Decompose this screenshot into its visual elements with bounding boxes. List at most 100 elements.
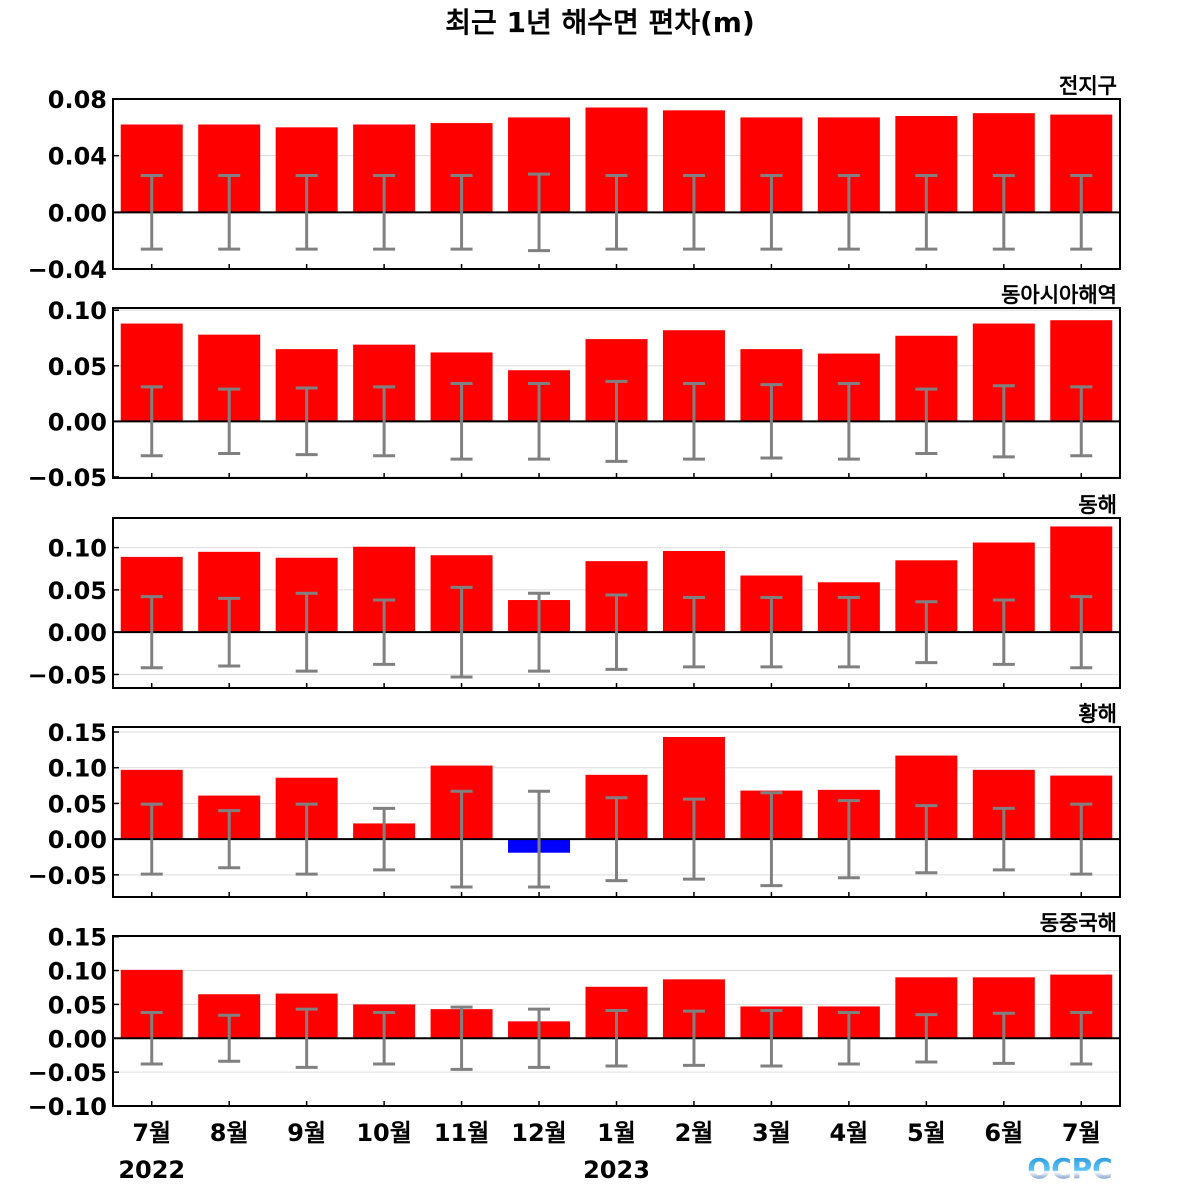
panel-1: −0.05 0.00 0.05 0.10 동아시아해역 [28,283,1121,492]
error-bar [605,593,628,671]
x-tick-label: 7월 [132,1119,171,1147]
error-bar [295,386,318,457]
x-tick-label: 2월 [675,1119,714,1147]
panel-frame [112,517,1121,689]
error-bar [605,1009,628,1068]
error-bar [760,1009,783,1068]
x-tick-label: 10월 [356,1119,411,1147]
region-label: 전지구 [1059,74,1117,98]
panel-frame [112,98,1121,270]
error-bar [682,797,705,881]
error-bar [605,796,628,883]
error-bar [1070,385,1093,458]
y-tick-label: 0.08 [48,86,107,114]
error-bar [528,1007,551,1069]
panel-2: −0.05 0.00 0.05 0.10 동해 [28,493,1121,689]
error-bar [373,174,396,251]
error-bar [760,174,783,251]
error-bar [992,384,1015,459]
error-bar [837,1011,860,1066]
error-bar [528,382,551,461]
error-bar [837,174,860,251]
error-bar [528,591,551,673]
error-bar [682,382,705,461]
error-bar [218,174,241,251]
error-bar [605,174,628,251]
error-bar [218,596,241,668]
y-tick-label: 0.15 [48,924,107,952]
y-tick-label: 0.04 [48,143,107,171]
y-tick-label: 0.00 [48,1025,107,1053]
error-bar [682,596,705,669]
error-bar [837,596,860,669]
panel-3: −0.05 0.00 0.05 0.10 0.15 황해 [28,702,1121,898]
svg-text:OCPC: OCPC [1027,1152,1112,1185]
error-bar [682,1009,705,1067]
y-tick-label: 0.05 [48,353,107,381]
y-tick-label: 0.10 [48,958,107,986]
y-tick-label: −0.05 [28,862,107,890]
y-tick-label: 0.05 [48,790,107,818]
error-bar [140,174,163,251]
error-bar [992,1011,1015,1065]
error-bar [373,598,396,666]
error-bar [682,174,705,251]
y-tick-label: 0.10 [48,297,107,325]
x-tick-label: 11월 [434,1119,489,1147]
y-tick-label: −0.05 [28,1059,107,1087]
error-bar [915,600,938,665]
region-label: 황해 [1078,702,1117,726]
y-tick-label: 0.10 [48,755,107,783]
error-bar [373,806,396,872]
error-bar [915,804,938,875]
chart-title: 최근 1년 해수면 편차(m) [445,6,755,39]
year-label: 2023 [583,1156,650,1184]
x-tick-label: 12월 [511,1119,566,1147]
ocpc-logo: OCPC [1027,1152,1112,1185]
y-tick-label: 0.00 [48,408,107,436]
y-tick-label: 0.10 [48,535,107,563]
region-label: 동아시아해역 [1001,283,1117,307]
error-bar [373,385,396,458]
error-bar [140,595,163,670]
error-bar [1070,174,1093,251]
error-bar [992,806,1015,872]
panel-frame [112,726,1121,898]
x-tick-label: 6월 [984,1119,1023,1147]
panel-0: −0.04 0.00 0.04 0.08 전지구 [28,74,1121,284]
year-label: 2022 [118,1156,185,1184]
error-bar [450,789,473,889]
x-tick-label: 1월 [597,1119,636,1147]
error-bar [140,385,163,458]
x-tick-label: 5월 [907,1119,946,1147]
error-bar [218,809,241,870]
y-tick-label: 0.00 [48,199,107,227]
y-tick-label: 0.15 [48,719,107,747]
error-bar [218,1013,241,1063]
error-bar [837,382,860,461]
error-bar [450,174,473,251]
error-bar [915,1013,938,1064]
error-bar [450,382,473,461]
y-tick-label: −0.05 [28,661,107,689]
error-bar [992,174,1015,251]
error-bar [760,383,783,460]
error-bar [450,1005,473,1071]
error-bar [140,1011,163,1066]
error-bar [1070,595,1093,670]
error-bar [605,379,628,463]
error-bar [915,387,938,456]
x-tick-label: 4월 [829,1119,868,1147]
x-tick-label: 3월 [752,1119,791,1147]
y-tick-label: −0.04 [28,256,107,284]
panel-frame [112,307,1121,479]
error-bar [760,596,783,669]
error-bar [450,585,473,679]
x-tick-label: 8월 [210,1119,249,1147]
y-tick-label: 0.00 [48,619,107,647]
error-bar [992,598,1015,666]
y-tick-label: 0.05 [48,991,107,1019]
error-bar [1070,1011,1093,1066]
error-bar [295,591,318,673]
